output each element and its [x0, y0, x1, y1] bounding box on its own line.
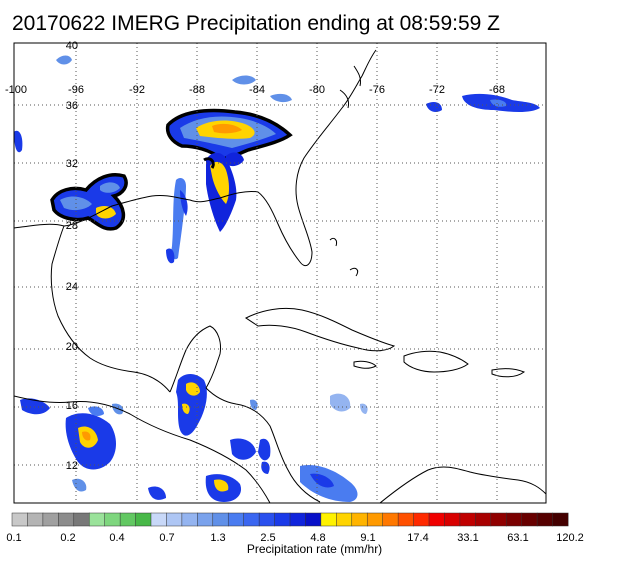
lon-label: -84 [249, 84, 265, 96]
colorbar-swatch [243, 512, 260, 527]
lon-label: -80 [309, 84, 325, 96]
colorbar-label: Precipitation rate (mm/hr) [246, 542, 383, 556]
colorbar-swatch [336, 512, 353, 527]
colorbar-tick: 4.8 [310, 532, 325, 544]
colorbar-tick: 0.1 [6, 532, 21, 544]
lon-label: -76 [369, 84, 385, 96]
colorbar-swatch [475, 512, 492, 527]
colorbar-tick: 17.4 [407, 532, 428, 544]
plot-frame [13, 42, 547, 504]
lat-label: 28 [66, 220, 78, 232]
lon-label: -72 [429, 84, 445, 96]
gridlines [14, 43, 546, 503]
colorbar-swatch [413, 512, 430, 527]
colorbar-swatch [274, 512, 291, 527]
colorbar-tick: 1.3 [210, 532, 225, 544]
colorbar [11, 512, 569, 527]
colorbar-tick: 0.4 [109, 532, 124, 544]
lat-label: 24 [66, 281, 78, 293]
colorbar-swatch [289, 512, 306, 527]
colorbar-swatch [505, 512, 523, 527]
colorbar-tick: 120.2 [556, 532, 584, 544]
colorbar-swatch [166, 512, 183, 527]
colorbar-swatch [11, 512, 28, 527]
colorbar-swatch [27, 512, 44, 527]
colorbar-tick: 9.1 [360, 532, 375, 544]
lat-label: 36 [66, 100, 78, 112]
colorbar-swatch [212, 512, 229, 527]
colorbar-tick: 2.5 [260, 532, 275, 544]
colorbar-tick-labels: 0.1 0.2 0.4 0.7 1.3 2.5 4.8 9.1 17.4 33.… [6, 532, 583, 544]
lon-label: -100 [5, 84, 27, 96]
colorbar-swatch [536, 512, 553, 527]
lat-label: 16 [66, 400, 78, 412]
colorbar-swatch [521, 512, 538, 527]
colorbar-swatch [320, 512, 337, 527]
colorbar-swatch [258, 512, 275, 527]
colorbar-swatch [459, 512, 476, 527]
colorbar-swatch [73, 512, 90, 527]
coastlines [14, 49, 546, 503]
colorbar-swatch [444, 512, 461, 527]
colorbar-tick: 63.1 [507, 532, 528, 544]
precipitation-cells [14, 55, 540, 502]
colorbar-swatch [397, 512, 414, 527]
lon-label: -92 [129, 84, 145, 96]
colorbar-swatch [428, 512, 445, 527]
longitude-labels: -100 -96 -92 -88 -84 -80 -76 -72 -68 [5, 84, 505, 96]
colorbar-swatch [88, 512, 106, 527]
colorbar-swatch [197, 512, 214, 527]
colorbar-swatch [552, 512, 569, 527]
colorbar-tick: 0.7 [159, 532, 174, 544]
lat-label: 32 [66, 158, 78, 170]
colorbar-swatch [351, 512, 368, 527]
colorbar-tick: 33.1 [457, 532, 478, 544]
colorbar-swatch [104, 512, 121, 527]
latitude-labels: 40 36 32 28 24 20 16 12 [66, 40, 78, 472]
lon-label: -96 [68, 84, 84, 96]
colorbar-swatch [42, 512, 59, 527]
lon-label: -68 [489, 84, 505, 96]
colorbar-swatch [382, 512, 399, 527]
map-title: 20170622 IMERG Precipitation ending at 0… [12, 12, 500, 35]
colorbar-tick: 0.2 [60, 532, 75, 544]
lon-label: -88 [189, 84, 205, 96]
colorbar-swatch [150, 512, 167, 527]
colorbar-swatch [305, 512, 322, 527]
colorbar-swatch [135, 512, 152, 527]
colorbar-swatch [366, 512, 384, 527]
colorbar-swatch [181, 512, 198, 527]
colorbar-swatch [58, 512, 75, 527]
colorbar-swatch [227, 512, 245, 527]
lat-label: 12 [66, 460, 78, 472]
lat-label: 40 [66, 40, 78, 52]
colorbar-swatch [490, 512, 507, 527]
lat-label: 20 [66, 341, 78, 353]
colorbar-swatch [119, 512, 137, 527]
